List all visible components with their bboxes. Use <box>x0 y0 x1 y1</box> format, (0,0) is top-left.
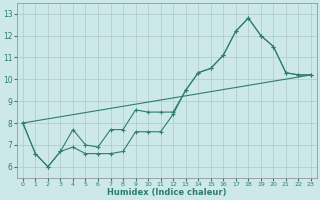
X-axis label: Humidex (Indice chaleur): Humidex (Indice chaleur) <box>107 188 227 197</box>
